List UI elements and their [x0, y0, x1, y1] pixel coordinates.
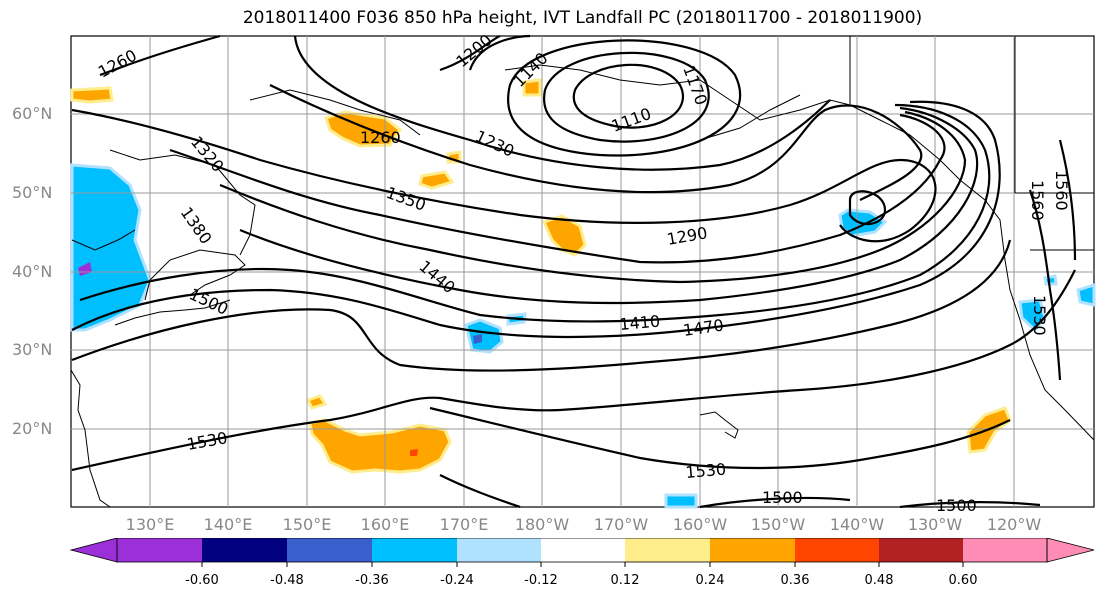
contour-label: 1500: [936, 496, 977, 515]
lat-label: 20°N: [12, 419, 53, 438]
lat-label: 40°N: [12, 262, 53, 281]
colorbar-segment: [963, 538, 1047, 562]
colorbar-segment: [202, 538, 287, 562]
colorbar-tick-label: -0.24: [440, 573, 474, 588]
positive-ivt-region: [308, 418, 452, 474]
colorbar-segment: [541, 538, 625, 562]
negative-ivt-region: [1076, 282, 1096, 307]
colorbar-segment: [457, 538, 541, 562]
colorbar-tick-label: 0.24: [695, 573, 725, 588]
lon-label: 170°E: [439, 515, 489, 534]
negative-ivt-region: [664, 493, 698, 509]
positive-ivt-region: [305, 394, 328, 410]
colorbar-tick-label: -0.60: [185, 573, 219, 588]
negative-ivt-region: [473, 334, 482, 344]
contour-label: 1560: [1052, 170, 1071, 211]
colorbar-tick-label: -0.48: [270, 573, 304, 588]
negative-ivt-region: [1043, 274, 1058, 286]
ivt-negative-shading: [70, 163, 1096, 509]
colorbar-tick-label: -0.12: [524, 573, 558, 588]
lon-label: 150°E: [282, 515, 332, 534]
positive-ivt-region: [70, 86, 114, 104]
colorbar-segment: [710, 538, 795, 562]
lat-label: 30°N: [12, 340, 53, 359]
colorbar-tick-label: -0.36: [355, 573, 389, 588]
contour-label: 1560: [1028, 180, 1047, 221]
colorbar-extend-high: [1046, 538, 1095, 563]
positive-ivt-region: [418, 170, 455, 190]
lon-label: 170°W: [593, 515, 649, 534]
colorbar-segment: [879, 538, 963, 562]
lon-label: 120°W: [986, 515, 1042, 534]
lat-label: 60°N: [12, 104, 53, 123]
colorbar-segment: [795, 538, 879, 562]
contour-label: 1410: [619, 312, 661, 334]
colorbar-segment: [287, 538, 372, 562]
colorbar-tick-label: 0.48: [864, 573, 894, 588]
lon-label: 150°W: [750, 515, 806, 534]
height-contours: [71, 34, 1077, 509]
lon-label: 140°W: [829, 515, 885, 534]
contour-label: 1500: [762, 488, 803, 507]
colorbar: [69, 538, 1095, 567]
strong-ivt-core: [410, 449, 418, 456]
colorbar-tick-label: 0.12: [610, 573, 640, 588]
lon-label: 130°W: [907, 515, 963, 534]
lat-label: 50°N: [12, 183, 53, 202]
colorbar-extend-low: [69, 538, 118, 563]
lon-label: 160°W: [672, 515, 728, 534]
contour-label: 1530: [685, 460, 727, 482]
map-title: 2018011400 F036 850 hPa height, IVT Land…: [242, 8, 923, 28]
positive-ivt-region: [522, 78, 542, 97]
lon-label: 130°E: [125, 515, 175, 534]
colorbar-segment: [117, 538, 202, 562]
lon-label: 180°W: [514, 515, 570, 534]
contour-label: 1260: [360, 128, 401, 147]
positive-ivt-region: [541, 214, 587, 257]
colorbar-segment: [372, 538, 457, 562]
lon-label: 140°E: [203, 515, 253, 534]
colorbar-segment: [625, 538, 710, 562]
colorbar-tick-label: 0.60: [948, 573, 978, 588]
contour-label: 1530: [1030, 295, 1049, 336]
lon-label: 160°E: [360, 515, 410, 534]
colorbar-tick-label: 0.36: [780, 573, 810, 588]
